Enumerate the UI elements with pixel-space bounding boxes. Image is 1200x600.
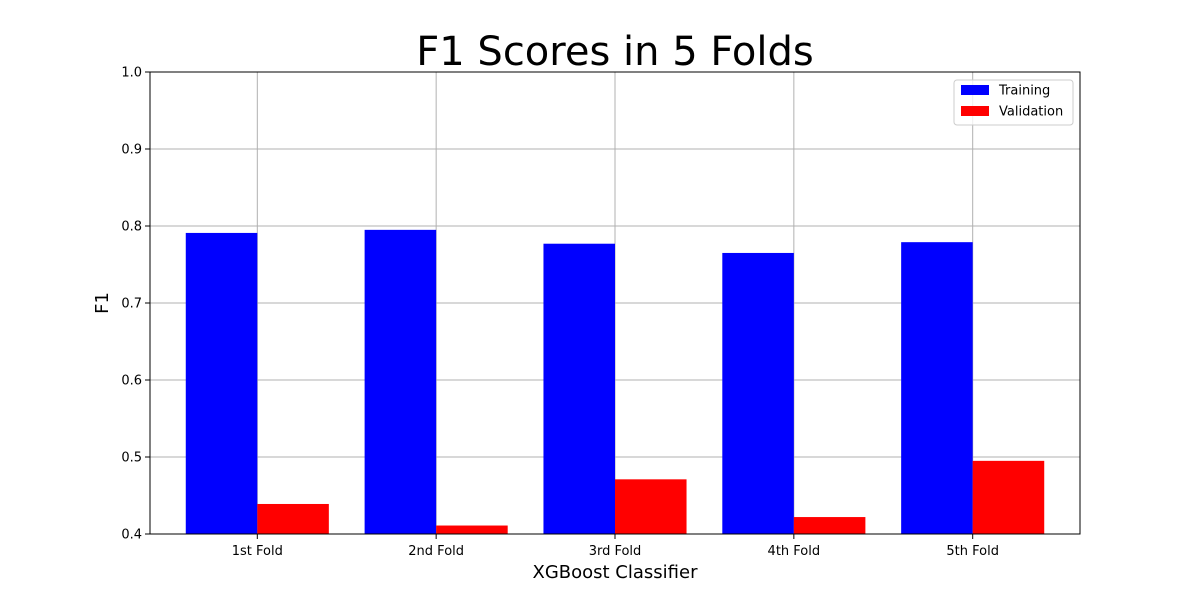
training-bar [722, 252, 794, 534]
x-axis-ticks: 1st Fold 2nd Fold 3rd Fold 4th Fold 5th Fold [232, 534, 999, 559]
y-tick-label: 0.5 [121, 451, 142, 466]
chart-title: F1 Scores in 5 Folds [416, 29, 814, 75]
legend: Training Validation [953, 79, 1074, 126]
y-axis-label: F1 [92, 292, 113, 314]
y-tick-label: 0.4 [121, 528, 142, 543]
y-tick-label: 0.9 [121, 143, 142, 158]
training-bar [543, 243, 615, 534]
x-axis-label: XGBoost Classifier [533, 562, 699, 583]
y-tick-label: 1.0 [121, 66, 142, 81]
training-bar [901, 242, 973, 535]
legend-swatch [961, 85, 989, 95]
x-tick-label: 5th Fold [946, 544, 999, 559]
legend-label: Validation [999, 105, 1063, 120]
bars [185, 229, 1045, 535]
training-bar [364, 229, 437, 534]
legend-swatch [961, 106, 989, 116]
x-tick-label: 2nd Fold [408, 544, 464, 559]
x-tick-label: 3rd Fold [589, 544, 642, 559]
validation-bar [972, 460, 1045, 534]
x-tick-label: 1st Fold [232, 544, 283, 559]
x-tick-label: 4th Fold [768, 544, 821, 559]
validation-bar [615, 479, 687, 534]
validation-bar [793, 517, 866, 534]
y-tick-label: 0.8 [121, 220, 142, 235]
validation-bar [436, 525, 508, 534]
validation-bar [257, 503, 329, 534]
legend-label: Training [998, 84, 1050, 99]
y-axis-ticks: 0.4 0.5 0.6 0.7 0.8 0.9 1.0 [121, 66, 150, 543]
y-tick-label: 0.7 [121, 297, 142, 312]
training-bar [185, 232, 258, 534]
y-tick-label: 0.6 [121, 374, 142, 389]
